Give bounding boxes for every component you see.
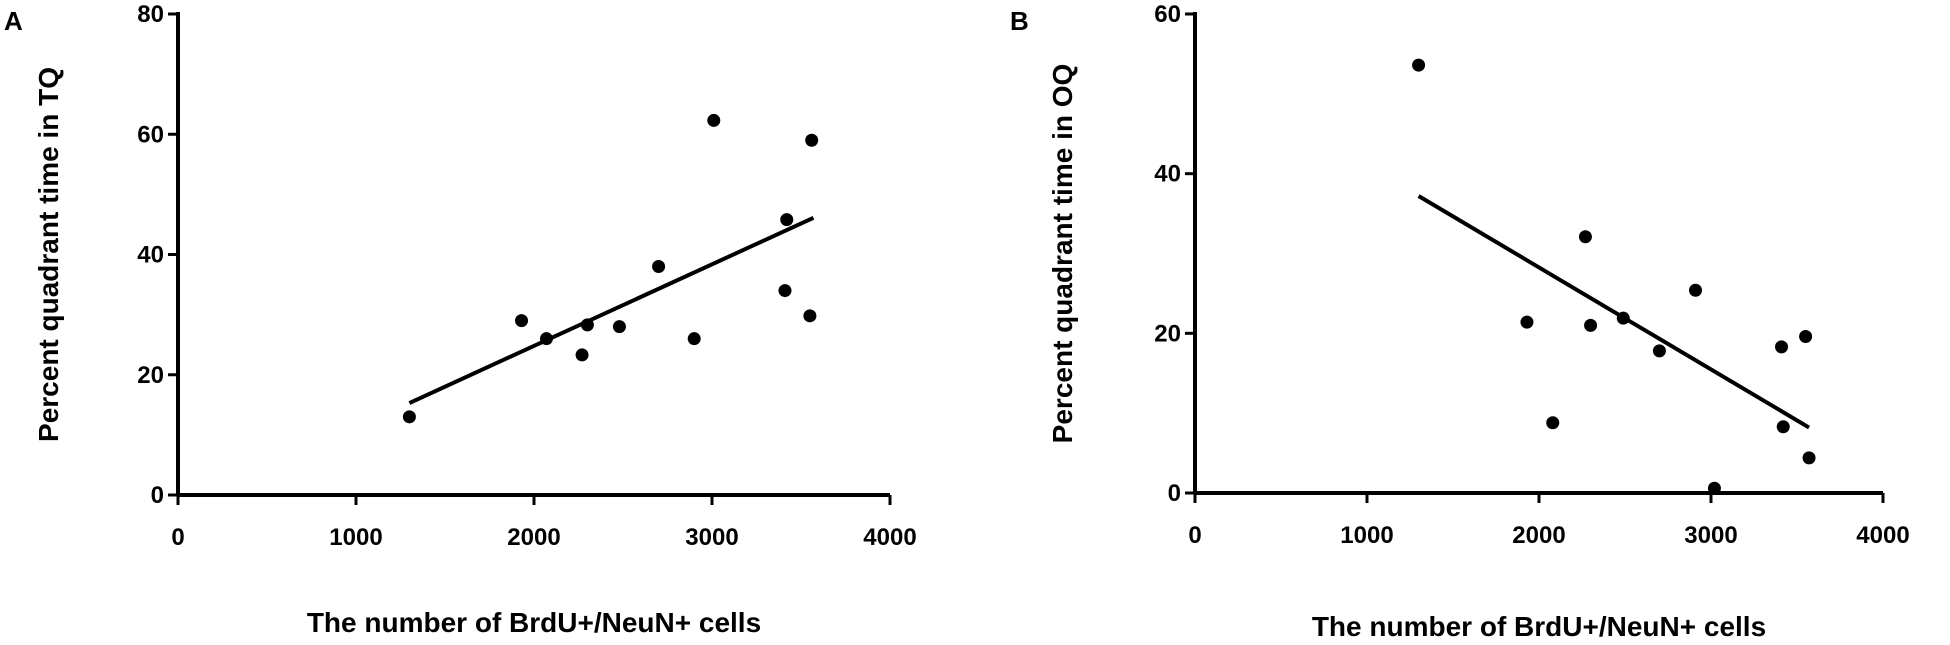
data-point	[780, 213, 794, 227]
data-point	[778, 284, 792, 298]
data-point	[1652, 344, 1666, 358]
data-point	[687, 332, 701, 346]
y-tick-label: 20	[1154, 320, 1181, 347]
data-point	[1616, 311, 1630, 325]
y-tick-label: 0	[1168, 480, 1181, 507]
x-tick-label: 4000	[863, 524, 916, 551]
y-tick-label: 40	[1154, 161, 1181, 188]
trend-line	[408, 216, 815, 405]
x-tick-label: 0	[1188, 522, 1201, 549]
data-point	[1802, 451, 1816, 465]
data-point	[1520, 315, 1534, 329]
data-point	[707, 113, 721, 127]
data-point	[803, 309, 817, 323]
x-tick-label: 3000	[1684, 522, 1737, 549]
data-point	[1799, 330, 1813, 344]
y-tick-label: 40	[137, 242, 164, 269]
x-tick-label: 2000	[507, 524, 560, 551]
data-point	[402, 410, 416, 424]
y-tick-label: 20	[137, 362, 164, 389]
panel-letter: A	[4, 6, 23, 36]
x-tick-label: 4000	[1856, 522, 1909, 549]
data-point	[1776, 420, 1790, 434]
data-point	[612, 320, 626, 334]
data-point	[1775, 340, 1789, 354]
data-point	[1578, 230, 1592, 244]
y-tick-label: 0	[151, 482, 164, 509]
x-axis-title: The number of BrdU+/NeuN+ cells	[307, 607, 761, 638]
y-axis-title: Percent quadrant time in TQ	[33, 67, 64, 442]
trend-line	[1417, 194, 1811, 430]
x-tick-label: 1000	[1340, 522, 1393, 549]
x-tick-label: 2000	[1512, 522, 1565, 549]
data-point	[515, 314, 529, 328]
data-point	[575, 348, 589, 362]
y-tick-label: 60	[137, 121, 164, 148]
data-point	[1412, 58, 1426, 72]
data-point	[652, 260, 666, 274]
data-point	[539, 332, 553, 346]
x-axis-title: The number of BrdU+/NeuN+ cells	[1312, 611, 1766, 642]
x-tick-label: 3000	[685, 524, 738, 551]
data-point	[1707, 481, 1721, 495]
panel-letter: B	[1010, 6, 1029, 36]
x-tick-label: 1000	[329, 524, 382, 551]
chart-panel-b: B 0 20 40 60 0 1000 2000 3000 4000 Percent quadran…	[1010, 1, 1910, 642]
y-axis-title: Percent quadrant time in OQ	[1047, 64, 1078, 444]
data-point	[1584, 318, 1598, 332]
y-tick-label: 80	[137, 1, 164, 28]
chart-panel-a: A 0 20 40 60 80 0 1000 2000 3000 4000 Percent quadr…	[4, 1, 917, 638]
x-tick-label: 0	[171, 524, 184, 551]
y-tick-label: 60	[1154, 1, 1181, 28]
data-point	[1546, 416, 1560, 430]
data-point	[1689, 283, 1703, 297]
data-point	[580, 318, 594, 332]
data-point	[805, 133, 819, 147]
